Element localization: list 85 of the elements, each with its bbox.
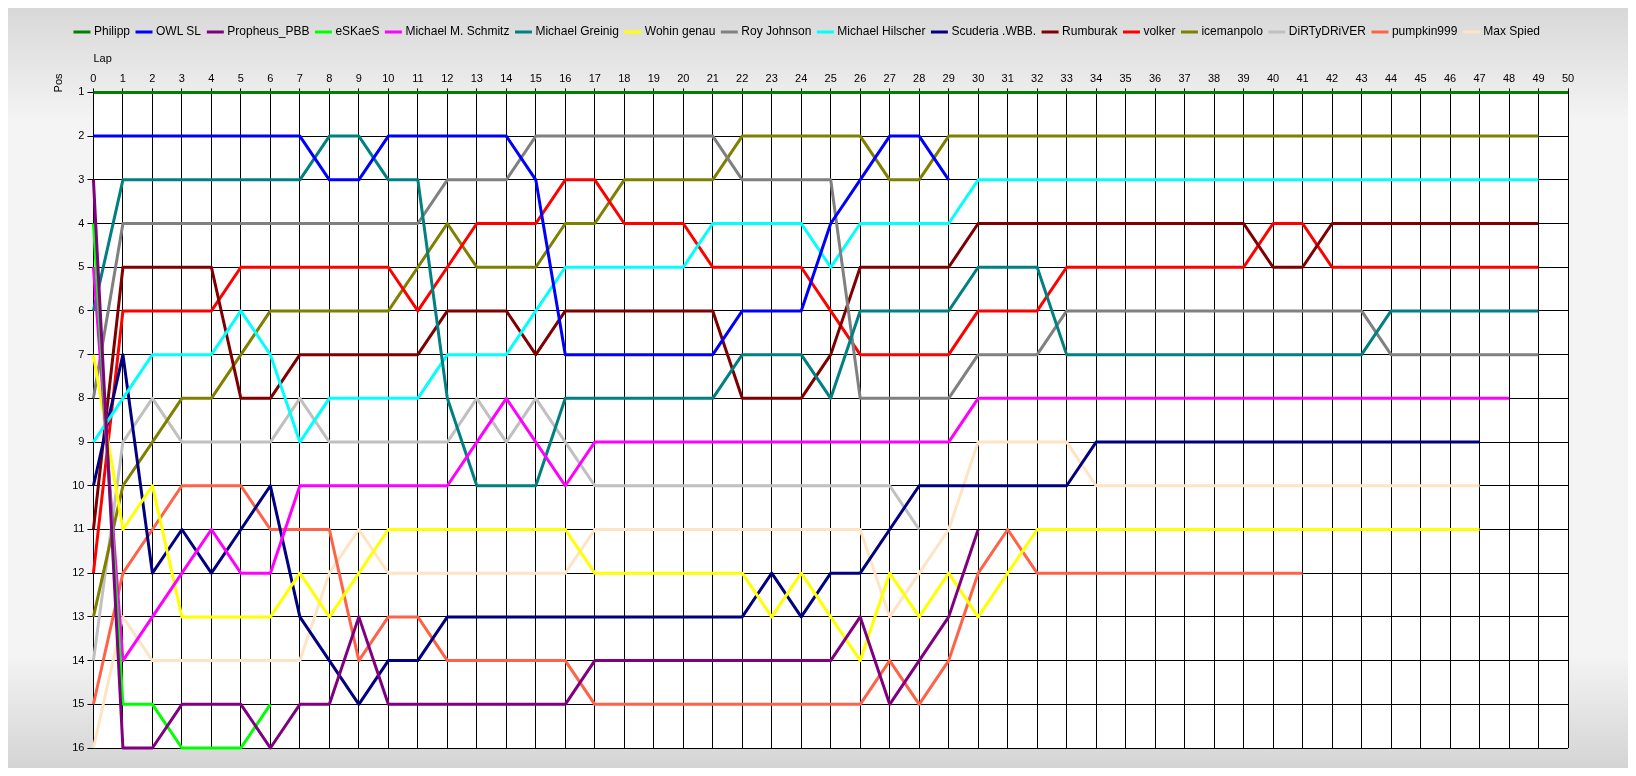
x-tick-label: 28 [913,71,926,84]
legend-label: Michael Hilscher [837,24,926,39]
legend-label: Roy Johnson [741,24,812,39]
x-tick-label: 36 [1149,71,1162,84]
x-tick-label: 0 [90,71,97,84]
x-tick-label: 34 [1090,71,1103,84]
x-tick-label: 39 [1237,71,1250,84]
x-tick-label: 25 [824,71,837,84]
x-axis-title: Lap [93,51,112,64]
y-tick-label: 14 [72,653,85,666]
x-tick-label: 48 [1502,71,1516,84]
legend-label: Propheus_PBB [227,24,310,39]
x-tick-label: 14 [500,71,513,84]
y-tick-label: 2 [78,129,85,142]
legend-label: OWL SL [156,24,202,39]
x-tick-label: 4 [208,71,215,84]
x-tick-label: 5 [237,71,244,84]
legend-label: volker [1143,24,1176,39]
y-tick-label: 8 [78,391,85,404]
legend-label: Wohin genau [644,24,716,39]
x-tick-label: 23 [765,71,778,84]
x-tick-label: 46 [1443,71,1457,84]
x-tick-label: 16 [559,71,572,84]
legend-label: pumpkin999 [1391,24,1458,39]
legend-label: Max Spied [1483,24,1541,39]
x-tick-label: 43 [1355,71,1368,84]
x-tick-label: 2 [149,71,156,84]
y-tick-label: 10 [72,478,85,491]
y-tick-label: 7 [78,347,85,360]
y-tick-label: 3 [78,172,85,185]
y-tick-label: 15 [72,697,85,710]
x-tick-label: 30 [972,71,985,84]
x-tick-label: 11 [412,71,424,84]
x-tick-label: 6 [267,71,274,84]
x-tick-label: 37 [1178,71,1191,84]
x-tick-label: 1 [119,71,126,84]
x-tick-label: 22 [736,71,749,84]
x-tick-label: 21 [706,71,719,84]
legend-label: Philipp [93,24,131,39]
legend-label: DiRTyDRiVER [1288,24,1367,39]
legend-label: Michael Greinig [535,24,619,39]
legend-label: Scuderia .WBB. [951,24,1037,39]
x-tick-label: 13 [470,71,483,84]
x-tick-label: 24 [795,71,808,84]
x-tick-label: 15 [529,71,542,84]
x-tick-label: 47 [1473,71,1486,84]
x-tick-label: 9 [355,71,362,84]
x-tick-label: 3 [178,71,185,84]
y-tick-label: 6 [78,303,85,316]
legend-label: Rumburak [1062,24,1119,39]
x-tick-label: 20 [677,71,690,84]
y-tick-label: 13 [72,609,85,622]
x-tick-label: 17 [588,71,601,84]
y-tick-label: 16 [72,741,85,754]
x-tick-label: 18 [618,71,631,84]
legend-label: icemanpolo [1201,24,1264,39]
legend-label: eSKaeS [335,24,380,39]
y-tick-label: 4 [78,216,85,229]
legend-label: Michael M. Schmitz [405,24,510,39]
x-tick-label: 40 [1266,71,1280,84]
x-tick-label: 27 [883,71,896,84]
x-tick-label: 42 [1325,71,1339,84]
x-tick-label: 50 [1561,71,1575,84]
y-tick-label: 12 [72,566,85,579]
x-tick-label: 31 [1001,71,1014,84]
x-tick-label: 26 [854,71,867,84]
y-tick-label: 5 [78,260,85,273]
x-tick-label: 8 [326,71,333,84]
x-tick-label: 49 [1532,71,1545,84]
y-tick-label: 1 [78,85,85,98]
x-tick-label: 33 [1060,71,1073,84]
x-tick-label: 12 [441,71,454,84]
x-tick-label: 38 [1207,71,1221,84]
y-axis-title: Pos [51,72,64,93]
x-tick-label: 19 [647,71,660,84]
x-tick-label: 45 [1414,71,1427,84]
x-tick-label: 29 [942,71,955,84]
x-tick-label: 10 [382,71,395,84]
x-tick-label: 35 [1119,71,1132,84]
x-tick-label: 7 [296,71,303,84]
y-tick-label: 11 [73,522,85,535]
y-tick-label: 9 [78,435,85,448]
x-tick-label: 32 [1031,71,1044,84]
x-tick-label: 44 [1384,71,1398,84]
x-tick-label: 41 [1296,71,1309,84]
